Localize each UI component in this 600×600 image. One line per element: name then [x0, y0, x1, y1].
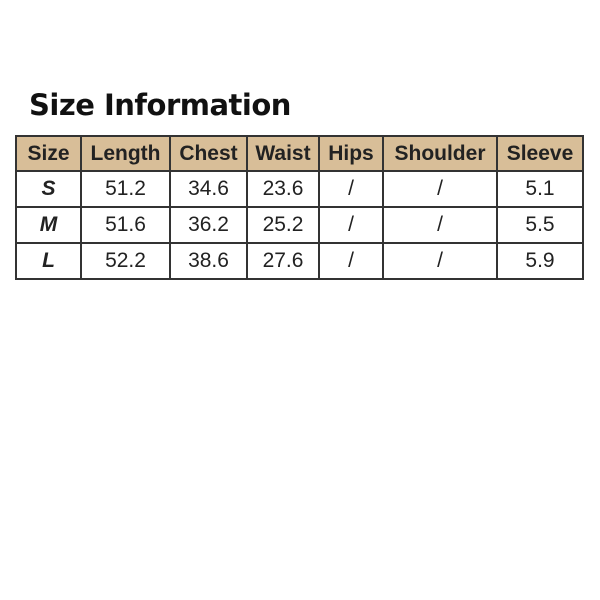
header-size: Size — [15, 135, 82, 172]
cell-sleeve: 5.5 — [496, 206, 584, 244]
cell-shoulder: / — [382, 170, 498, 208]
cell-hips: / — [318, 170, 384, 208]
table-row: L 52.2 38.6 27.6 / / 5.9 — [15, 242, 584, 280]
cell-hips: / — [318, 206, 384, 244]
cell-length: 51.2 — [80, 170, 171, 208]
cell-sleeve: 5.1 — [496, 170, 584, 208]
table-row: S 51.2 34.6 23.6 / / 5.1 — [15, 170, 584, 208]
header-shoulder: Shoulder — [382, 135, 498, 172]
cell-size: M — [15, 206, 82, 244]
cell-waist: 23.6 — [246, 170, 320, 208]
cell-size: S — [15, 170, 82, 208]
cell-waist: 27.6 — [246, 242, 320, 280]
cell-sleeve: 5.9 — [496, 242, 584, 280]
table-header-row: Size Length Chest Waist Hips Shoulder Sl… — [15, 135, 584, 172]
cell-length: 51.6 — [80, 206, 171, 244]
cell-waist: 25.2 — [246, 206, 320, 244]
cell-size: L — [15, 242, 82, 280]
cell-shoulder: / — [382, 242, 498, 280]
cell-chest: 38.6 — [169, 242, 248, 280]
header-waist: Waist — [246, 135, 320, 172]
page-title: Size Information — [29, 88, 291, 122]
table-row: M 51.6 36.2 25.2 / / 5.5 — [15, 206, 584, 244]
cell-chest: 36.2 — [169, 206, 248, 244]
cell-chest: 34.6 — [169, 170, 248, 208]
cell-shoulder: / — [382, 206, 498, 244]
cell-length: 52.2 — [80, 242, 171, 280]
header-sleeve: Sleeve — [496, 135, 584, 172]
cell-hips: / — [318, 242, 384, 280]
header-chest: Chest — [169, 135, 248, 172]
header-hips: Hips — [318, 135, 384, 172]
header-length: Length — [80, 135, 171, 172]
size-table: Size Length Chest Waist Hips Shoulder Sl… — [15, 135, 584, 280]
